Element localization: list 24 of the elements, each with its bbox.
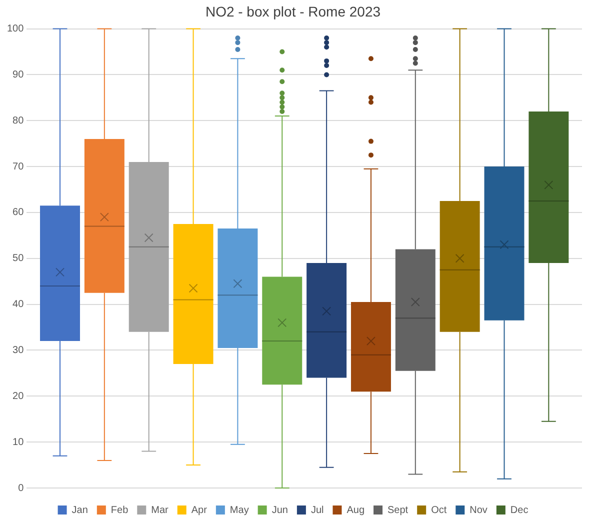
legend-label: Jan (72, 504, 88, 516)
legend-label: Jul (310, 504, 324, 516)
legend-label: Sept (388, 504, 408, 516)
y-tick-label: 10 (12, 436, 24, 448)
y-tick-label: 50 (12, 253, 24, 264)
y-tick-label: 20 (12, 390, 24, 402)
chart-title: NO2 - box plot - Rome 2023 (205, 3, 381, 20)
y-tick-label: 40 (12, 299, 24, 310)
legend-label: Feb (110, 504, 129, 516)
legend-label: Dec (510, 504, 528, 516)
legend-label: Jun (272, 504, 288, 516)
legend-label: May (230, 504, 249, 516)
y-tick-label: 60 (12, 207, 24, 218)
y-tick-label: 80 (12, 115, 24, 126)
legend-label: Nov (470, 504, 488, 516)
y-tick-label: 100 (6, 24, 24, 35)
legend-label: Apr (191, 504, 208, 516)
y-tick-label: 0 (18, 482, 24, 494)
legend-label: Aug (346, 504, 365, 516)
y-tick-label: 30 (12, 344, 24, 356)
legend-label: Oct (431, 504, 447, 516)
legend-label: Mar (151, 504, 170, 516)
y-tick-label: 90 (12, 69, 24, 80)
y-tick-label: 70 (12, 161, 24, 172)
